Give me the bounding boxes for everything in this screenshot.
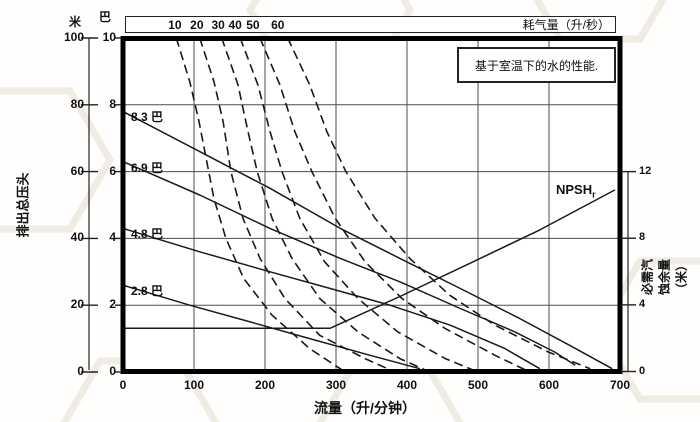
x-axis-title: 流量（升/分钟） <box>314 400 416 416</box>
axes <box>81 37 636 373</box>
y-left-m-label: 80 <box>70 96 84 111</box>
y-left-m-label: 100 <box>63 30 84 44</box>
x-tick-label: 200 <box>254 378 276 392</box>
note-text: 基于室温下的水的性能. <box>474 58 599 73</box>
series-10 <box>175 38 346 372</box>
x-tick-label: 0 <box>119 378 127 392</box>
series-6.9 巴 <box>123 160 576 366</box>
series-8.3 巴 <box>123 110 613 370</box>
y-left-bar-label: 2 <box>109 297 116 312</box>
x-tick-label: 100 <box>183 378 205 392</box>
top-axis-tick-label: 60 <box>271 18 285 32</box>
plot-background <box>123 38 620 372</box>
series-20 <box>198 38 396 372</box>
x-tick-label: 600 <box>538 378 560 392</box>
y-left-bar-label: 4 <box>109 230 116 245</box>
pressure-curve-label: 4.8 巴 <box>131 227 164 242</box>
top-axis-tick-label: 20 <box>190 18 204 32</box>
npsh-curve-label: NPSHr <box>556 182 596 200</box>
note-box: 基于室温下的水的性能. <box>457 47 616 83</box>
left-axis-unit-bar: 巴 <box>99 10 112 24</box>
y-left-bar-label: 8 <box>109 96 116 111</box>
y-left-m-label: 40 <box>70 230 84 245</box>
series-60 <box>286 38 591 370</box>
top-axis-tick-label: 50 <box>246 18 260 32</box>
y-left-bar-label: 0 <box>109 364 116 378</box>
top-axis-title: 耗气量（升/秒） <box>522 18 610 32</box>
series-4.8 巴 <box>123 227 541 370</box>
series-40 <box>239 38 479 372</box>
pressure-curve-label: 8.3 巴 <box>131 110 164 125</box>
y-left-bar-label: 10 <box>102 30 116 44</box>
pressure-curve-label: 2.8 巴 <box>131 284 164 299</box>
y-right-label: 4 <box>639 297 646 310</box>
y-left-m-label: 0 <box>77 364 84 378</box>
x-tick-label: 500 <box>467 378 489 392</box>
pressure-curve-label: 6.9 巴 <box>131 160 164 175</box>
y-left-m-label: 20 <box>70 297 84 312</box>
plot-border <box>120 36 623 374</box>
series-30 <box>220 38 431 372</box>
y-right-label: 8 <box>639 231 646 244</box>
gridlines <box>123 38 620 372</box>
left-axis-unit-meters: 米 <box>69 15 82 29</box>
top-axis-tick-label: 10 <box>168 18 182 32</box>
x-tick-label: 700 <box>609 378 631 392</box>
left-axis-title: 排出总压头 <box>15 172 31 238</box>
series-2.8 巴 <box>123 284 420 370</box>
series-50 <box>259 38 531 372</box>
x-tick-label: 400 <box>396 378 418 392</box>
y-left-bar-label: 6 <box>109 163 116 178</box>
y-right-label: 12 <box>639 164 652 177</box>
y-right-label: 0 <box>639 364 646 377</box>
right-axis-title: 必需汽蚀余量（米） <box>640 258 689 295</box>
top-axis-box: 耗气量（升/秒） <box>125 16 616 33</box>
y-left-m-label: 60 <box>70 163 84 178</box>
top-axis-tick-label: 40 <box>228 18 242 32</box>
curves <box>123 38 616 372</box>
top-axis-tick-label: 30 <box>211 18 225 32</box>
x-tick-label: 300 <box>325 378 347 392</box>
